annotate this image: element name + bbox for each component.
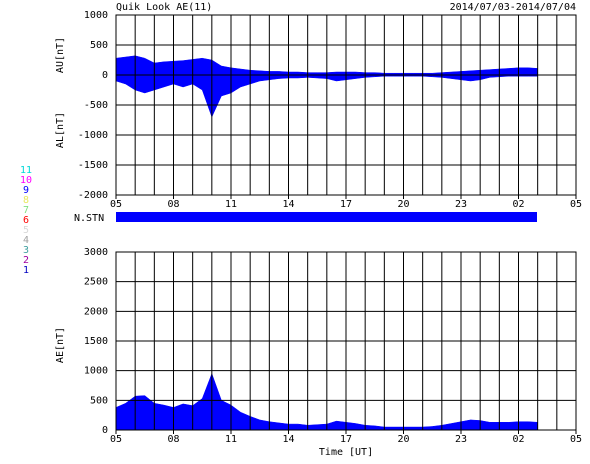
y-tick-label: 0 <box>102 70 108 81</box>
station-legend: 11 <box>20 165 32 176</box>
y-tick-label: -1000 <box>78 130 108 141</box>
y-tick-label: 2000 <box>84 306 108 317</box>
station-legend: 4 <box>23 235 29 246</box>
y-tick-label: 1000 <box>84 10 108 21</box>
y-axis-label: AL[nT] <box>55 112 66 148</box>
x-tick-label: 05 <box>570 434 582 445</box>
y-axis-label: AU[nT] <box>55 37 66 73</box>
y-tick-label: -2000 <box>78 190 108 201</box>
station-legend: 9 <box>23 185 29 196</box>
y-tick-label: 2500 <box>84 277 108 288</box>
x-tick-label: 05 <box>110 434 122 445</box>
x-tick-label: 20 <box>397 199 409 210</box>
x-tick-label: 05 <box>110 199 122 210</box>
station-legend: 1 <box>23 265 29 276</box>
x-tick-label: 02 <box>512 434 524 445</box>
y-tick-label: -1500 <box>78 160 108 171</box>
y-tick-label: 3000 <box>84 247 108 258</box>
area <box>115 372 538 431</box>
x-tick-label: 14 <box>282 199 294 210</box>
station-legend: 8 <box>23 195 29 206</box>
title: Quik Look AE(11) <box>116 2 212 13</box>
y-tick-label: 500 <box>90 40 108 51</box>
y-tick-label: -500 <box>84 100 108 111</box>
stations-label: N.STN <box>74 213 104 224</box>
x-tick-label: 08 <box>167 199 179 210</box>
y-tick-label: 1500 <box>84 336 108 347</box>
x-tick-label: 11 <box>225 199 237 210</box>
x-tick-label: 14 <box>282 434 294 445</box>
station-legend: 5 <box>23 225 29 236</box>
station-legend: 3 <box>23 245 29 256</box>
area <box>115 55 538 76</box>
plot-frame <box>115 14 577 196</box>
y-tick-label: 1000 <box>84 366 108 377</box>
x-tick-label: 23 <box>455 199 467 210</box>
y-tick-label: 0 <box>102 425 108 436</box>
x-tick-label: 05 <box>570 199 582 210</box>
x-tick-label: 20 <box>397 434 409 445</box>
x-tick-label: 08 <box>167 434 179 445</box>
date-range: 2014/07/03-2014/07/04 <box>450 2 576 13</box>
station-legend: 6 <box>23 215 29 226</box>
station-bar <box>116 212 537 222</box>
x-tick-label: 11 <box>225 434 237 445</box>
x-axis-label: Time [UT] <box>319 447 373 458</box>
y-tick-label: 500 <box>90 395 108 406</box>
y-axis-label: AE[nT] <box>55 327 66 363</box>
area <box>115 74 538 118</box>
x-tick-label: 17 <box>340 199 352 210</box>
x-tick-label: 02 <box>512 199 524 210</box>
plot-frame <box>115 251 577 431</box>
station-legend: 2 <box>23 255 29 266</box>
x-tick-label: 23 <box>455 434 467 445</box>
station-legend: 10 <box>20 175 32 186</box>
station-legend: 7 <box>23 205 29 216</box>
x-tick-label: 17 <box>340 434 352 445</box>
